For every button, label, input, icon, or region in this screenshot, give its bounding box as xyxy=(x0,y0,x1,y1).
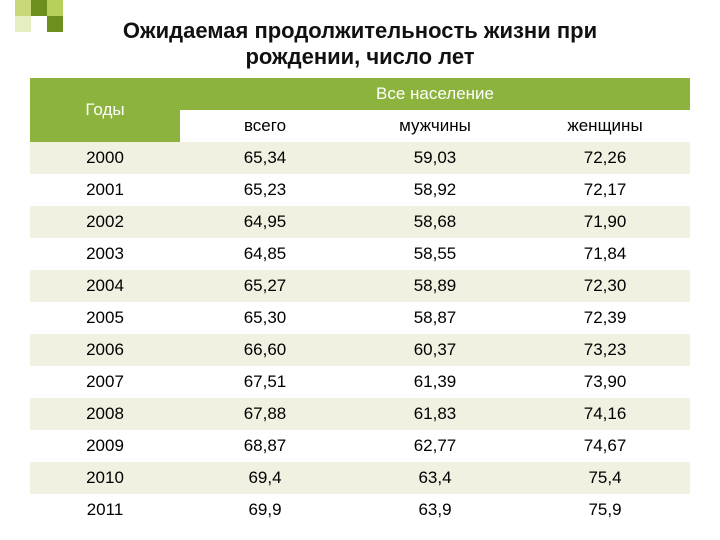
cell-total: 65,23 xyxy=(180,174,350,206)
cell-men: 60,37 xyxy=(350,334,520,366)
title-line-2: рождении, число лет xyxy=(245,44,474,69)
sub-header-total: всего xyxy=(180,110,350,142)
table-row: 201169,963,975,9 xyxy=(30,494,690,526)
cell-year: 2011 xyxy=(30,494,180,526)
cell-men: 63,4 xyxy=(350,462,520,494)
table-row: 200666,6060,3773,23 xyxy=(30,334,690,366)
cell-total: 64,95 xyxy=(180,206,350,238)
cell-women: 75,4 xyxy=(520,462,690,494)
table-row: 200065,3459,0372,26 xyxy=(30,142,690,174)
cell-total: 67,51 xyxy=(180,366,350,398)
cell-total: 69,9 xyxy=(180,494,350,526)
cell-men: 58,87 xyxy=(350,302,520,334)
cell-women: 74,67 xyxy=(520,430,690,462)
cell-women: 71,90 xyxy=(520,206,690,238)
cell-year: 2007 xyxy=(30,366,180,398)
cell-total: 65,34 xyxy=(180,142,350,174)
slide-title: Ожидаемая продолжительность жизни при ро… xyxy=(0,18,720,71)
cell-women: 75,9 xyxy=(520,494,690,526)
cell-total: 65,27 xyxy=(180,270,350,302)
table-row: 200264,9558,6871,90 xyxy=(30,206,690,238)
cell-men: 58,55 xyxy=(350,238,520,270)
cell-women: 71,84 xyxy=(520,238,690,270)
cell-year: 2008 xyxy=(30,398,180,430)
cell-year: 2009 xyxy=(30,430,180,462)
cell-men: 58,92 xyxy=(350,174,520,206)
cell-total: 69,4 xyxy=(180,462,350,494)
cell-total: 65,30 xyxy=(180,302,350,334)
col-header-years: Годы xyxy=(30,78,180,142)
sub-header-men: мужчины xyxy=(350,110,520,142)
table-row: 200565,3058,8772,39 xyxy=(30,302,690,334)
cell-women: 73,23 xyxy=(520,334,690,366)
cell-total: 67,88 xyxy=(180,398,350,430)
table-row: 200165,2358,9272,17 xyxy=(30,174,690,206)
cell-women: 72,26 xyxy=(520,142,690,174)
table-row: 200465,2758,8972,30 xyxy=(30,270,690,302)
sub-header-women: женщины xyxy=(520,110,690,142)
table-row: 200867,8861,8374,16 xyxy=(30,398,690,430)
col-header-population: Все население xyxy=(180,78,690,110)
cell-total: 68,87 xyxy=(180,430,350,462)
cell-men: 58,89 xyxy=(350,270,520,302)
table-row: 200968,8762,7774,67 xyxy=(30,430,690,462)
cell-year: 2001 xyxy=(30,174,180,206)
table-row: 201069,463,475,4 xyxy=(30,462,690,494)
cell-total: 64,85 xyxy=(180,238,350,270)
cell-women: 74,16 xyxy=(520,398,690,430)
cell-women: 73,90 xyxy=(520,366,690,398)
cell-women: 72,39 xyxy=(520,302,690,334)
cell-year: 2000 xyxy=(30,142,180,174)
cell-year: 2006 xyxy=(30,334,180,366)
table-body: 200065,3459,0372,26200165,2358,9272,1720… xyxy=(30,142,690,526)
cell-men: 63,9 xyxy=(350,494,520,526)
life-expectancy-table: Годы Все население всего мужчины женщины… xyxy=(30,78,690,526)
cell-men: 59,03 xyxy=(350,142,520,174)
cell-women: 72,30 xyxy=(520,270,690,302)
cell-men: 61,83 xyxy=(350,398,520,430)
table-row: 200767,5161,3973,90 xyxy=(30,366,690,398)
cell-men: 61,39 xyxy=(350,366,520,398)
cell-year: 2010 xyxy=(30,462,180,494)
cell-men: 62,77 xyxy=(350,430,520,462)
cell-total: 66,60 xyxy=(180,334,350,366)
cell-women: 72,17 xyxy=(520,174,690,206)
cell-year: 2005 xyxy=(30,302,180,334)
cell-men: 58,68 xyxy=(350,206,520,238)
cell-year: 2004 xyxy=(30,270,180,302)
title-line-1: Ожидаемая продолжительность жизни при xyxy=(123,18,597,43)
cell-year: 2003 xyxy=(30,238,180,270)
table-row: 200364,8558,5571,84 xyxy=(30,238,690,270)
cell-year: 2002 xyxy=(30,206,180,238)
